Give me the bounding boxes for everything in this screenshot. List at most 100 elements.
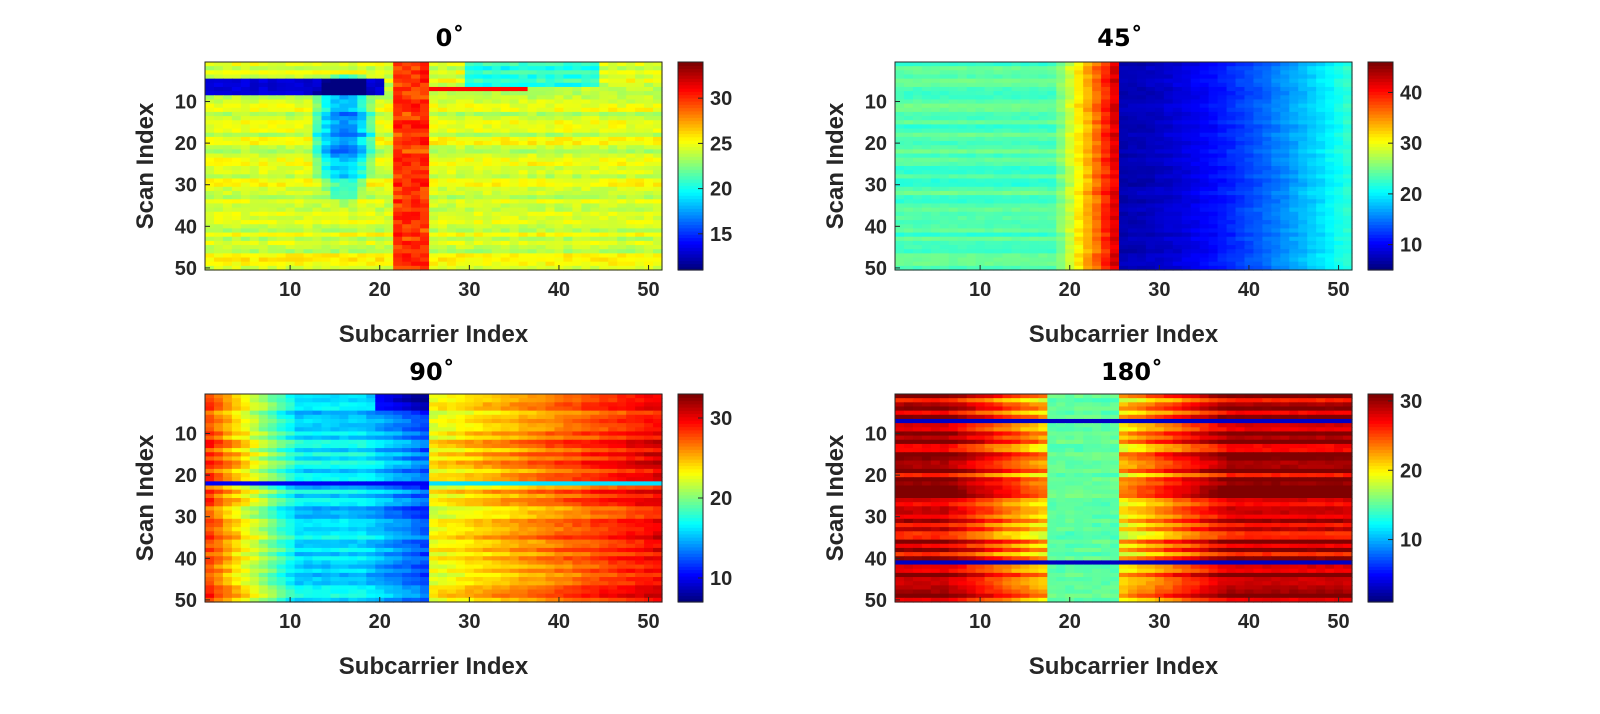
heatmap-cell xyxy=(500,141,511,146)
heatmap-cell xyxy=(375,70,385,76)
heatmap-cell xyxy=(464,111,475,117)
heatmap-cell xyxy=(339,215,349,221)
heatmap-cell xyxy=(321,91,332,96)
heatmap-cell xyxy=(1101,82,1111,88)
heatmap-cell xyxy=(285,261,296,267)
heatmap-cell xyxy=(1020,141,1031,146)
heatmap-cell xyxy=(1056,182,1066,188)
heatmap-cell xyxy=(1136,182,1147,188)
heatmap-cell xyxy=(572,161,582,167)
heatmap-cell xyxy=(554,203,565,209)
heatmap-cell xyxy=(348,203,358,209)
heatmap-cell xyxy=(321,149,332,155)
heatmap-cell xyxy=(895,111,905,117)
heatmap-cell xyxy=(599,186,609,192)
heatmap-cell xyxy=(249,240,260,246)
heatmap-cell xyxy=(554,120,565,125)
heatmap-cell xyxy=(948,240,959,246)
heatmap-cell xyxy=(1074,166,1084,171)
heatmap-cell xyxy=(1136,62,1147,67)
heatmap-cell xyxy=(1298,215,1308,221)
heatmap-cell xyxy=(903,99,914,105)
heatmap-cell xyxy=(285,157,296,163)
heatmap-cell xyxy=(294,224,305,229)
heatmap-cell xyxy=(464,91,475,96)
heatmap-cell xyxy=(1163,245,1174,250)
heatmap-cell xyxy=(626,91,636,96)
x-axis-label: Subcarrier Index xyxy=(339,321,529,348)
heatmap-cell xyxy=(572,265,582,271)
heatmap-cell xyxy=(1056,99,1066,105)
heatmap-cell xyxy=(437,157,448,163)
heatmap-cell xyxy=(1119,195,1129,200)
heatmap-cell xyxy=(930,95,941,101)
heatmap-cell xyxy=(572,170,582,175)
heatmap-cell xyxy=(1002,141,1013,146)
heatmap-cell xyxy=(1235,161,1246,167)
heatmap-cell xyxy=(455,62,466,67)
heatmap-cell xyxy=(993,166,1004,171)
heatmap-cell xyxy=(644,161,654,167)
heatmap-cell xyxy=(930,170,941,175)
heatmap-cell xyxy=(590,74,600,80)
heatmap-cell xyxy=(1262,170,1272,175)
heatmap-cell xyxy=(258,103,269,109)
colorbar-segment xyxy=(678,130,703,135)
heatmap-cell xyxy=(420,120,430,125)
heatmap-cell xyxy=(921,161,932,167)
heatmap-cell xyxy=(1334,103,1344,109)
heatmap-cell xyxy=(1172,116,1183,121)
heatmap-cell xyxy=(231,111,242,117)
heatmap-cell xyxy=(491,103,502,109)
heatmap-cell xyxy=(348,107,358,113)
heatmap-cell xyxy=(545,195,556,200)
heatmap-cell xyxy=(222,161,233,167)
heatmap-cell xyxy=(1253,132,1263,138)
heatmap-cell xyxy=(402,120,412,125)
heatmap-cell xyxy=(563,236,573,242)
heatmap-cell xyxy=(1038,78,1048,84)
heatmap-cell xyxy=(1208,182,1219,188)
heatmap-cell xyxy=(626,190,636,196)
heatmap-cell xyxy=(1029,66,1039,71)
heatmap-cell xyxy=(240,257,251,263)
heatmap-cell xyxy=(348,120,358,125)
heatmap-cell xyxy=(527,99,538,105)
colorbar-segment xyxy=(678,224,703,229)
heatmap-cell xyxy=(590,66,600,71)
heatmap-cell xyxy=(581,228,591,234)
heatmap-cell xyxy=(1127,128,1138,134)
heatmap-cell xyxy=(975,245,986,250)
heatmap-cell xyxy=(357,161,367,167)
heatmap-cell xyxy=(626,99,636,105)
heatmap-cell xyxy=(1199,95,1210,101)
heatmap-cell xyxy=(536,82,547,88)
heatmap-cell xyxy=(1172,211,1183,217)
heatmap-cell xyxy=(1235,190,1246,196)
heatmap-cell xyxy=(608,207,618,213)
heatmap-cell xyxy=(1244,141,1255,146)
x-tick-label: 30 xyxy=(458,279,480,301)
heatmap-cell xyxy=(482,186,493,192)
heatmap-cell xyxy=(617,99,627,105)
heatmap-cell xyxy=(1056,236,1066,242)
heatmap-cell xyxy=(1181,99,1192,105)
heatmap-cell xyxy=(366,161,376,167)
heatmap-cell xyxy=(1136,249,1147,254)
heatmap-cell xyxy=(1136,74,1147,80)
heatmap-cell xyxy=(249,128,260,134)
heatmap-cell xyxy=(482,132,493,138)
heatmap-cell xyxy=(1343,190,1353,196)
heatmap-cell xyxy=(1145,78,1156,84)
heatmap-cell xyxy=(213,253,224,259)
heatmap-cell xyxy=(635,240,645,246)
heatmap-cell xyxy=(1047,224,1057,229)
heatmap-cell xyxy=(1065,232,1075,238)
heatmap-cell xyxy=(491,178,502,184)
heatmap-cell xyxy=(402,166,412,171)
heatmap-cell xyxy=(1280,190,1290,196)
heatmap-cell xyxy=(339,195,349,200)
heatmap-cell xyxy=(1154,74,1165,80)
heatmap-cell xyxy=(1047,120,1057,125)
heatmap-cell xyxy=(429,215,439,221)
